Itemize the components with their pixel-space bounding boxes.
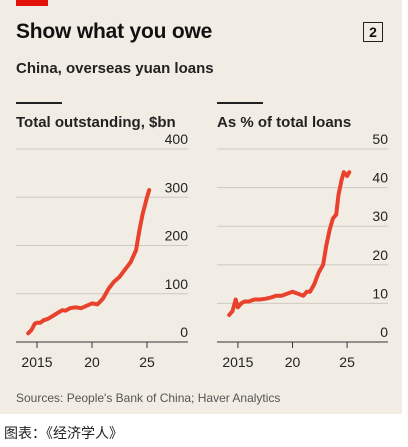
chart-plot-area: 0 100 200 300 400 2015 20 25 0 10 20 30 40 50 2015 20 25 xyxy=(16,131,388,370)
panel0-ytick-label: 0 xyxy=(180,324,188,340)
panel0-ytick-label: 300 xyxy=(165,179,189,195)
panel0-ytick-label: 200 xyxy=(165,228,189,244)
panel1-xtick-label: 2015 xyxy=(222,354,253,370)
panel0-ytick-label: 100 xyxy=(165,276,189,292)
panel1-series-line xyxy=(227,170,352,317)
chart-subtitle: China, overseas yuan loans xyxy=(16,60,214,77)
panel1-ytick-label: 20 xyxy=(372,247,388,263)
panel1-ytick-label: 30 xyxy=(372,208,388,224)
panel0-xtick-label: 20 xyxy=(84,354,100,370)
panel0-series-line xyxy=(26,188,152,336)
chart-figure: Show what you owe 2 China, overseas yuan… xyxy=(0,0,402,414)
chart-source: Sources: People's Bank of China; Haver A… xyxy=(16,391,281,405)
panel-left-rule xyxy=(16,102,62,104)
panel0-ytick-label: 400 xyxy=(165,131,189,147)
panel-right-rule xyxy=(217,102,263,104)
image-caption: 图表：《经济学人》 xyxy=(4,425,123,441)
panel-right-title: As % of total loans xyxy=(217,114,352,131)
panel1-ytick-label: 50 xyxy=(372,131,388,147)
panel1-ytick-label: 40 xyxy=(372,170,388,186)
brand-accent-bar xyxy=(16,0,48,6)
panel1-xtick-label: 20 xyxy=(285,354,301,370)
panel0-xtick-label: 2015 xyxy=(21,354,52,370)
panel-left-title: Total outstanding, $bn xyxy=(16,114,176,131)
panel0-xtick-label: 25 xyxy=(139,354,155,370)
chart-title: Show what you owe xyxy=(16,20,213,43)
panel1-xtick-label: 25 xyxy=(339,354,355,370)
panel1-ytick-label: 10 xyxy=(372,285,388,301)
panel1-ytick-label: 0 xyxy=(380,324,388,340)
chart-number-badge: 2 xyxy=(363,22,383,42)
